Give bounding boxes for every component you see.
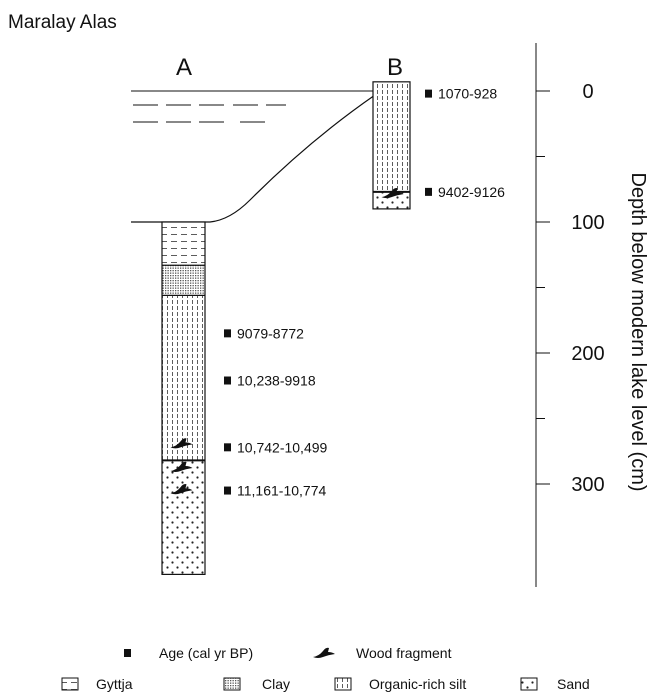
axis-label: Depth below modern lake level (cm) bbox=[627, 172, 649, 491]
age-square-icon bbox=[224, 376, 231, 385]
figure-title: Maralay Alas bbox=[8, 12, 117, 33]
age-square-icon bbox=[224, 486, 231, 495]
age-markers: 1070-928 9402-9126 9079-8772 10,238-9918 10,… bbox=[224, 86, 505, 499]
wood-fragment-icon bbox=[170, 438, 193, 449]
age-label: 10,238-9918 bbox=[237, 373, 316, 389]
layer-gyttja bbox=[162, 222, 205, 266]
legend-clay-swatch bbox=[223, 677, 241, 691]
age-label: 1070-928 bbox=[438, 86, 497, 102]
legend-label: Clay bbox=[262, 676, 290, 692]
age-square-icon bbox=[224, 443, 231, 452]
layer-organic-silt bbox=[162, 295, 205, 461]
age-square-icon bbox=[224, 329, 231, 338]
wood-fragment-icon bbox=[170, 484, 193, 495]
tick-label: 300 bbox=[571, 474, 604, 496]
layer-clay bbox=[162, 265, 205, 296]
tick-label: 100 bbox=[571, 212, 604, 234]
age-label: 11,161-10,774 bbox=[237, 483, 326, 499]
legend-wood-icon bbox=[313, 647, 335, 658]
tick-label: 200 bbox=[571, 343, 604, 365]
legend-label: Sand bbox=[557, 676, 590, 692]
layer-sand bbox=[162, 460, 205, 575]
legend-label: Age (cal yr BP) bbox=[159, 645, 253, 661]
wood-fragment-icon bbox=[381, 187, 404, 199]
axis-ticks: 0 100 200 300 bbox=[536, 81, 605, 496]
age-label: 9079-8772 bbox=[237, 325, 304, 341]
legend-label: Wood fragment bbox=[356, 645, 452, 661]
core-outline bbox=[372, 81, 411, 210]
core-b-column bbox=[372, 81, 411, 210]
legend-organic-silt-swatch bbox=[334, 677, 352, 691]
wood-fragments bbox=[170, 187, 404, 495]
age-label: 10,742-10,499 bbox=[237, 439, 328, 455]
tick-label: 0 bbox=[582, 81, 593, 103]
layer-organic-silt bbox=[373, 81, 410, 192]
lake-surface bbox=[131, 90, 385, 123]
legend-label: Organic-rich silt bbox=[369, 676, 466, 692]
legend-gyttja-swatch bbox=[61, 677, 79, 691]
layer-sand bbox=[373, 191, 410, 209]
core-label-a: A bbox=[176, 54, 192, 81]
legend-label: Gyttja bbox=[96, 676, 133, 692]
core-a-column bbox=[161, 221, 206, 575]
legend-age-square-icon bbox=[124, 649, 131, 657]
age-square-icon bbox=[425, 89, 432, 98]
legend: Age (cal yr BP) Wood fragment Gyttja Clay Or… bbox=[61, 645, 590, 692]
age-square-icon bbox=[425, 187, 432, 196]
age-label: 9402-9126 bbox=[438, 184, 505, 200]
core-label-b: B bbox=[387, 54, 403, 81]
legend-sand-swatch bbox=[520, 677, 538, 691]
wood-fragment-icon bbox=[170, 461, 193, 472]
core-outline bbox=[161, 221, 206, 575]
